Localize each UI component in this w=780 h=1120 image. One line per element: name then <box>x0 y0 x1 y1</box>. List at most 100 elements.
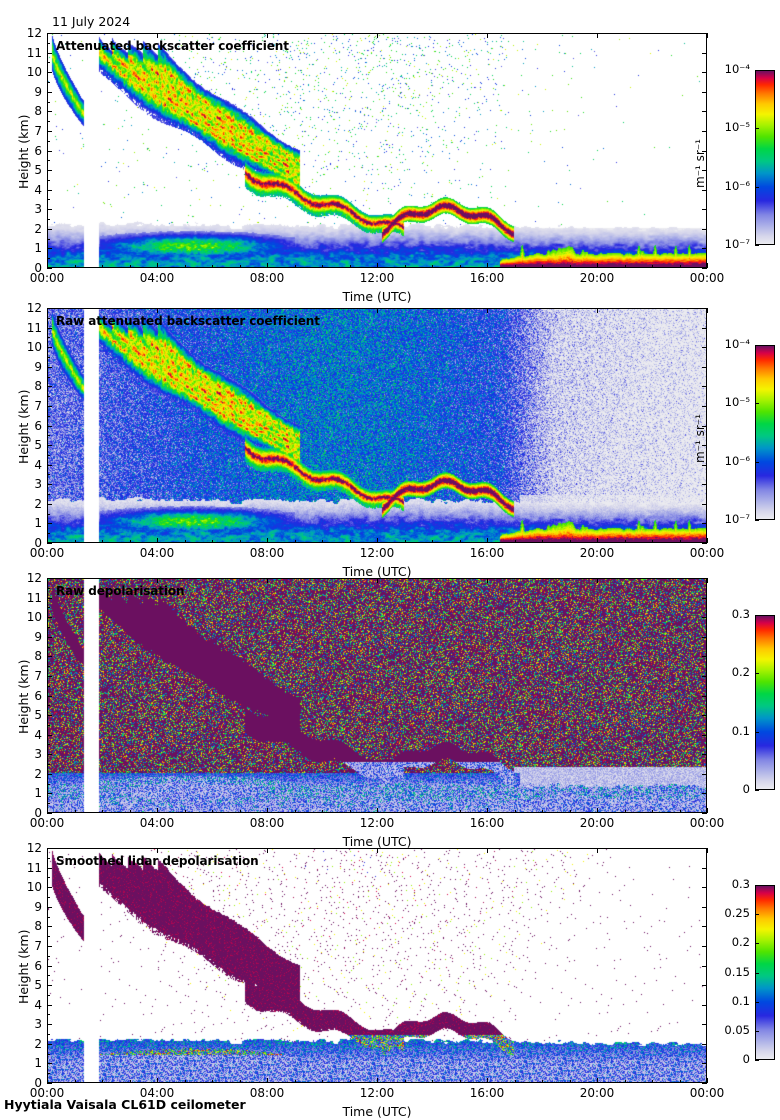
x-tick-mark-top <box>267 33 268 38</box>
panel-title-attenuated-backscatter: Attenuated backscatter coefficient <box>56 39 289 53</box>
y-tick-mark-right <box>702 328 707 329</box>
x-minor-tick <box>212 1080 213 1083</box>
x-tick-mark <box>597 808 598 813</box>
x-minor-tick <box>75 1080 76 1083</box>
y-tick-mark-right <box>702 793 707 794</box>
y-tick-label: 10 <box>26 880 42 894</box>
y-minor-tick <box>47 784 50 785</box>
x-tick-mark <box>47 538 48 543</box>
y-tick-mark-right <box>702 598 707 599</box>
x-minor-tick <box>405 540 406 543</box>
x-tick-mark-top <box>47 33 48 38</box>
y-tick-mark-right <box>702 715 707 716</box>
x-minor-tick <box>212 540 213 543</box>
y-tick-mark <box>47 1024 52 1025</box>
instrument-footer-label: Hyytiala Vaisala CL61D ceilometer <box>4 1097 246 1112</box>
colorbar-tick-mark <box>755 732 759 733</box>
y-minor-tick <box>47 377 50 378</box>
y-tick-mark <box>47 598 52 599</box>
x-minor-tick <box>350 540 351 543</box>
y-tick-label: 9 <box>34 360 42 374</box>
y-tick-mark-right <box>702 53 707 54</box>
y-tick-mark-right <box>702 523 707 524</box>
x-minor-tick <box>240 265 241 268</box>
y-tick-mark-right <box>702 131 707 132</box>
colorbar-gradient <box>756 71 774 244</box>
x-minor-tick <box>130 540 131 543</box>
y-tick-mark <box>47 617 52 618</box>
x-tick-mark <box>597 538 598 543</box>
y-tick-mark-right <box>702 1083 707 1084</box>
colorbar-tick-mark <box>755 403 759 404</box>
x-tick-label: 08:00 <box>249 1086 285 1100</box>
colorbar-tick-label: 0.2 <box>731 665 750 679</box>
y-tick-label: 9 <box>34 85 42 99</box>
y-tick-label: 7 <box>34 939 42 953</box>
x-minor-tick <box>460 810 461 813</box>
x-tick-mark-top <box>707 33 708 38</box>
x-minor-tick <box>185 540 186 543</box>
y-minor-tick <box>47 82 50 83</box>
y-tick-label: 4 <box>34 458 42 472</box>
colorbar-tick-label: 0 <box>742 782 750 796</box>
y-tick-mark <box>47 92 52 93</box>
x-tick-mark <box>267 538 268 543</box>
y-tick-mark <box>47 445 52 446</box>
colorbar-tick-mark <box>755 128 759 129</box>
y-tick-mark <box>47 637 52 638</box>
x-minor-tick <box>570 265 571 268</box>
y-tick-label: 8 <box>34 919 42 933</box>
colorbar-tick-label: 0.2 <box>731 935 750 949</box>
x-tick-mark <box>47 808 48 813</box>
y-tick-mark <box>47 676 52 677</box>
y-tick-mark-right <box>702 209 707 210</box>
y-tick-mark-right <box>702 367 707 368</box>
plot-area-attenuated-backscatter: Attenuated backscatter coefficient <box>47 33 707 268</box>
x-minor-tick <box>625 265 626 268</box>
x-minor-tick <box>130 265 131 268</box>
y-tick-mark-right <box>702 926 707 927</box>
y-tick-label: 4 <box>34 728 42 742</box>
y-tick-mark-right <box>702 445 707 446</box>
y-tick-mark <box>47 308 52 309</box>
y-tick-mark-right <box>702 151 707 152</box>
colorbar-tick-label: 10⁻⁶ <box>724 179 750 193</box>
y-tick-mark-right <box>702 92 707 93</box>
x-axis-label: Time (UTC) <box>342 564 412 579</box>
y-tick-label: 11 <box>26 591 42 605</box>
colorbar-tick-label: 10⁻⁶ <box>724 454 750 468</box>
x-minor-tick <box>322 265 323 268</box>
x-tick-label: 00:00 <box>29 1086 65 1100</box>
y-tick-mark <box>47 754 52 755</box>
x-tick-label: 04:00 <box>139 271 175 285</box>
y-tick-mark-right <box>702 868 707 869</box>
y-tick-mark <box>47 131 52 132</box>
x-minor-tick <box>295 540 296 543</box>
x-tick-mark-top <box>597 578 598 583</box>
y-tick-label: 9 <box>34 900 42 914</box>
y-minor-tick <box>47 416 50 417</box>
y-minor-tick <box>47 686 50 687</box>
y-tick-label: 6 <box>34 144 42 158</box>
x-minor-tick <box>212 810 213 813</box>
colorbar-tick-mark <box>755 245 759 246</box>
x-minor-tick <box>185 1080 186 1083</box>
y-minor-tick <box>47 180 50 181</box>
x-tick-label: 00:00 <box>29 816 65 830</box>
panel-title-smoothed-lidar-depolarisation: Smoothed lidar depolarisation <box>56 854 259 868</box>
y-minor-tick <box>47 995 50 996</box>
y-tick-label: 5 <box>34 708 42 722</box>
x-minor-tick <box>102 1080 103 1083</box>
x-tick-label: 12:00 <box>359 816 395 830</box>
y-tick-label: 5 <box>34 978 42 992</box>
y-minor-tick <box>47 936 50 937</box>
x-minor-tick <box>542 1080 543 1083</box>
y-tick-label: 5 <box>34 163 42 177</box>
x-minor-tick <box>102 265 103 268</box>
y-tick-mark-right <box>702 887 707 888</box>
x-minor-tick <box>625 810 626 813</box>
x-tick-mark <box>157 538 158 543</box>
y-tick-mark <box>47 907 52 908</box>
y-minor-tick <box>47 917 50 918</box>
y-tick-label: 12 <box>26 26 42 40</box>
